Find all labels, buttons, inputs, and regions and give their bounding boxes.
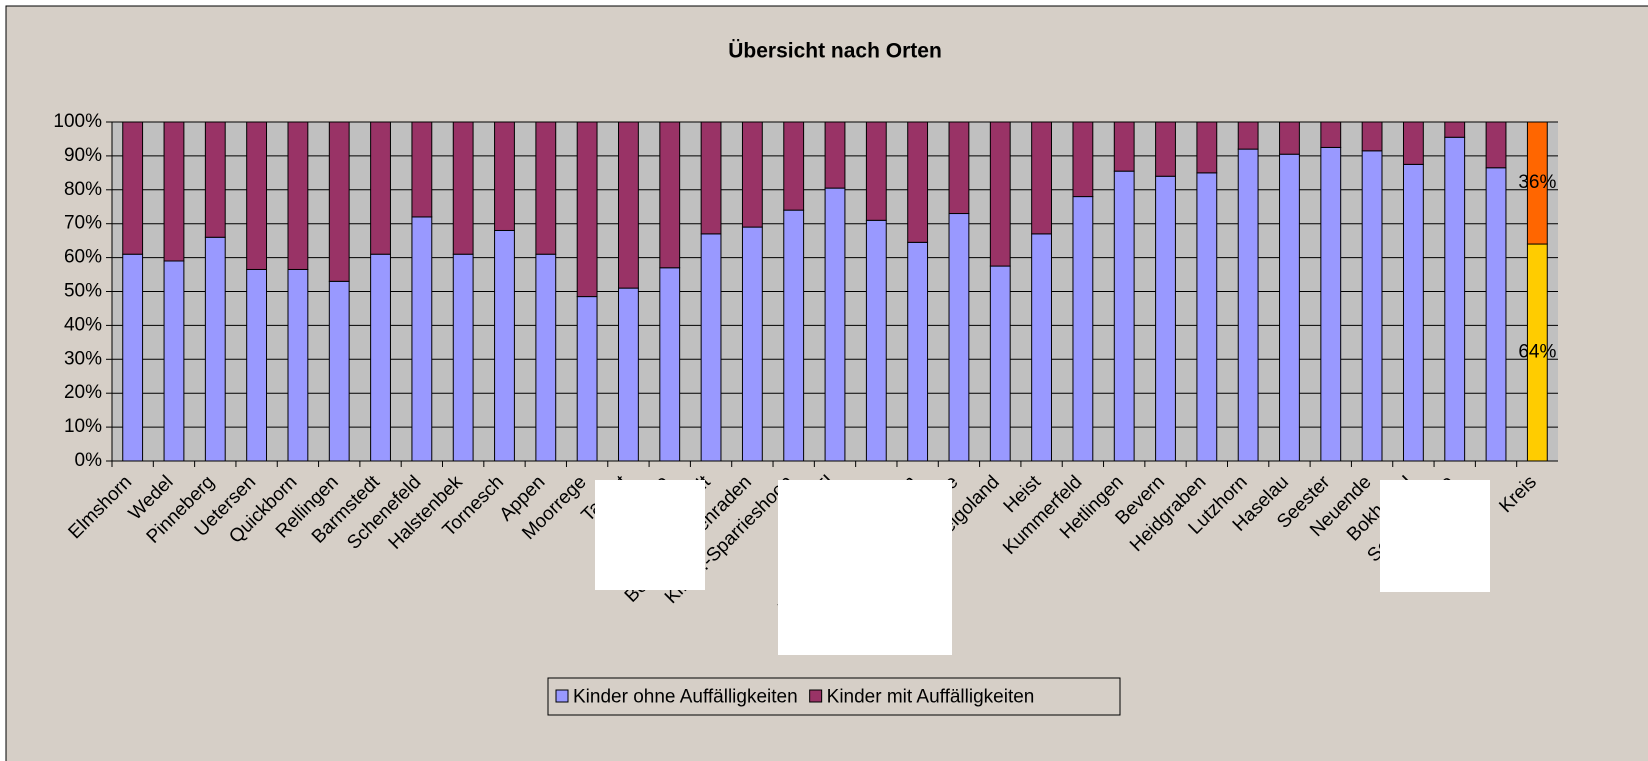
y-tick-label: 40% — [64, 314, 102, 335]
bar-segment — [1196, 121, 1218, 174]
bar-segment — [824, 121, 846, 189]
bar-segment — [783, 121, 805, 211]
legend: Kinder ohne Auffälligkeiten Kinder mit Au… — [547, 677, 1121, 716]
bar-segment — [618, 121, 639, 289]
bar-segment — [989, 265, 1011, 462]
y-tick-label: 10% — [64, 416, 102, 437]
bar-segment — [741, 226, 763, 462]
bar-segment — [328, 280, 350, 462]
legend-swatch — [555, 689, 569, 703]
bar-segment — [1155, 175, 1176, 462]
overlay-box — [1380, 480, 1490, 592]
y-tick-label: 80% — [64, 179, 102, 200]
overlay-box — [778, 480, 952, 655]
bar-segment — [246, 121, 268, 270]
bar-segment — [204, 121, 226, 238]
bar-segment — [287, 121, 309, 270]
legend-label: Kinder mit Auffälligkeiten — [827, 687, 1035, 708]
bar-segment — [411, 216, 433, 462]
bar-segment — [1485, 167, 1507, 462]
chart-title: Übersicht nach Orten — [728, 40, 942, 63]
bar-segment — [865, 219, 887, 462]
overlay-box — [595, 480, 705, 590]
y-tick-label: 70% — [64, 213, 102, 234]
y-tick-label: 0% — [75, 450, 103, 471]
bar-segment — [907, 241, 929, 462]
bar-segment — [1279, 121, 1300, 155]
bar-segment — [948, 121, 970, 215]
bar-segment — [618, 287, 639, 462]
bar-segment — [1485, 121, 1507, 169]
bar-segment — [411, 121, 433, 218]
bar-segment — [1196, 172, 1218, 462]
bar-segment — [1237, 148, 1259, 462]
legend-label: Kinder ohne Auffälligkeiten — [573, 687, 798, 708]
bar-segment — [1113, 170, 1135, 462]
bar-segment — [535, 253, 557, 462]
bar-segment — [1444, 121, 1466, 138]
y-tick-label: 100% — [53, 111, 102, 132]
bar-segment — [328, 121, 350, 282]
bar-segment — [163, 121, 185, 262]
bar-segment — [1444, 136, 1466, 462]
bar-segment — [163, 260, 185, 462]
bar-segment — [246, 268, 268, 462]
bar-segment — [824, 187, 846, 462]
bar-segment — [1279, 153, 1300, 462]
bar-segment — [700, 121, 722, 235]
legend-swatch — [809, 689, 823, 703]
y-tick-label: 60% — [64, 247, 102, 268]
y-tick-label: 30% — [64, 348, 102, 369]
bar-segment — [1031, 121, 1052, 235]
bar-segment — [576, 121, 598, 298]
bar-segment — [1320, 146, 1342, 462]
bar-segment — [1072, 196, 1094, 462]
bar-segment — [1237, 121, 1259, 150]
bar-segment — [204, 236, 226, 462]
bar-segment — [989, 121, 1011, 267]
bar-segment — [865, 121, 887, 221]
bar-segment — [494, 121, 515, 231]
bar-segment — [370, 253, 391, 462]
bar-segment — [122, 253, 144, 462]
bar-segment — [783, 209, 805, 462]
y-tick-label: 50% — [64, 281, 102, 302]
bar-segment — [659, 121, 681, 269]
bar-segment — [1402, 163, 1424, 462]
bar-segment — [535, 121, 557, 255]
bar-segment — [1155, 121, 1176, 177]
bar-segment — [948, 213, 970, 462]
bar-segment — [741, 121, 763, 228]
bar-segment — [452, 253, 474, 462]
bar-segment — [494, 229, 515, 462]
bar-segment — [576, 296, 598, 462]
bar-segment — [659, 267, 681, 462]
bar-segment — [1320, 121, 1342, 148]
y-tick-label: 90% — [64, 145, 102, 166]
bar-segment — [1402, 121, 1424, 165]
data-label: 64% — [1518, 342, 1556, 363]
bar-segment — [370, 121, 391, 255]
bar-segment — [287, 268, 309, 462]
bar-segment — [452, 121, 474, 255]
data-label: 36% — [1518, 172, 1556, 193]
bar-segment — [1113, 121, 1135, 172]
bar-segment — [1361, 121, 1383, 152]
bar-segment — [1031, 233, 1052, 462]
bar-segment — [700, 233, 722, 462]
bar-segment — [1361, 150, 1383, 462]
bar-segment — [1072, 121, 1094, 198]
bar-segment — [907, 121, 929, 243]
bar-segment — [122, 121, 144, 255]
bar-segment — [1526, 121, 1548, 245]
legend-box — [547, 677, 1121, 716]
y-tick-label: 20% — [64, 382, 102, 403]
